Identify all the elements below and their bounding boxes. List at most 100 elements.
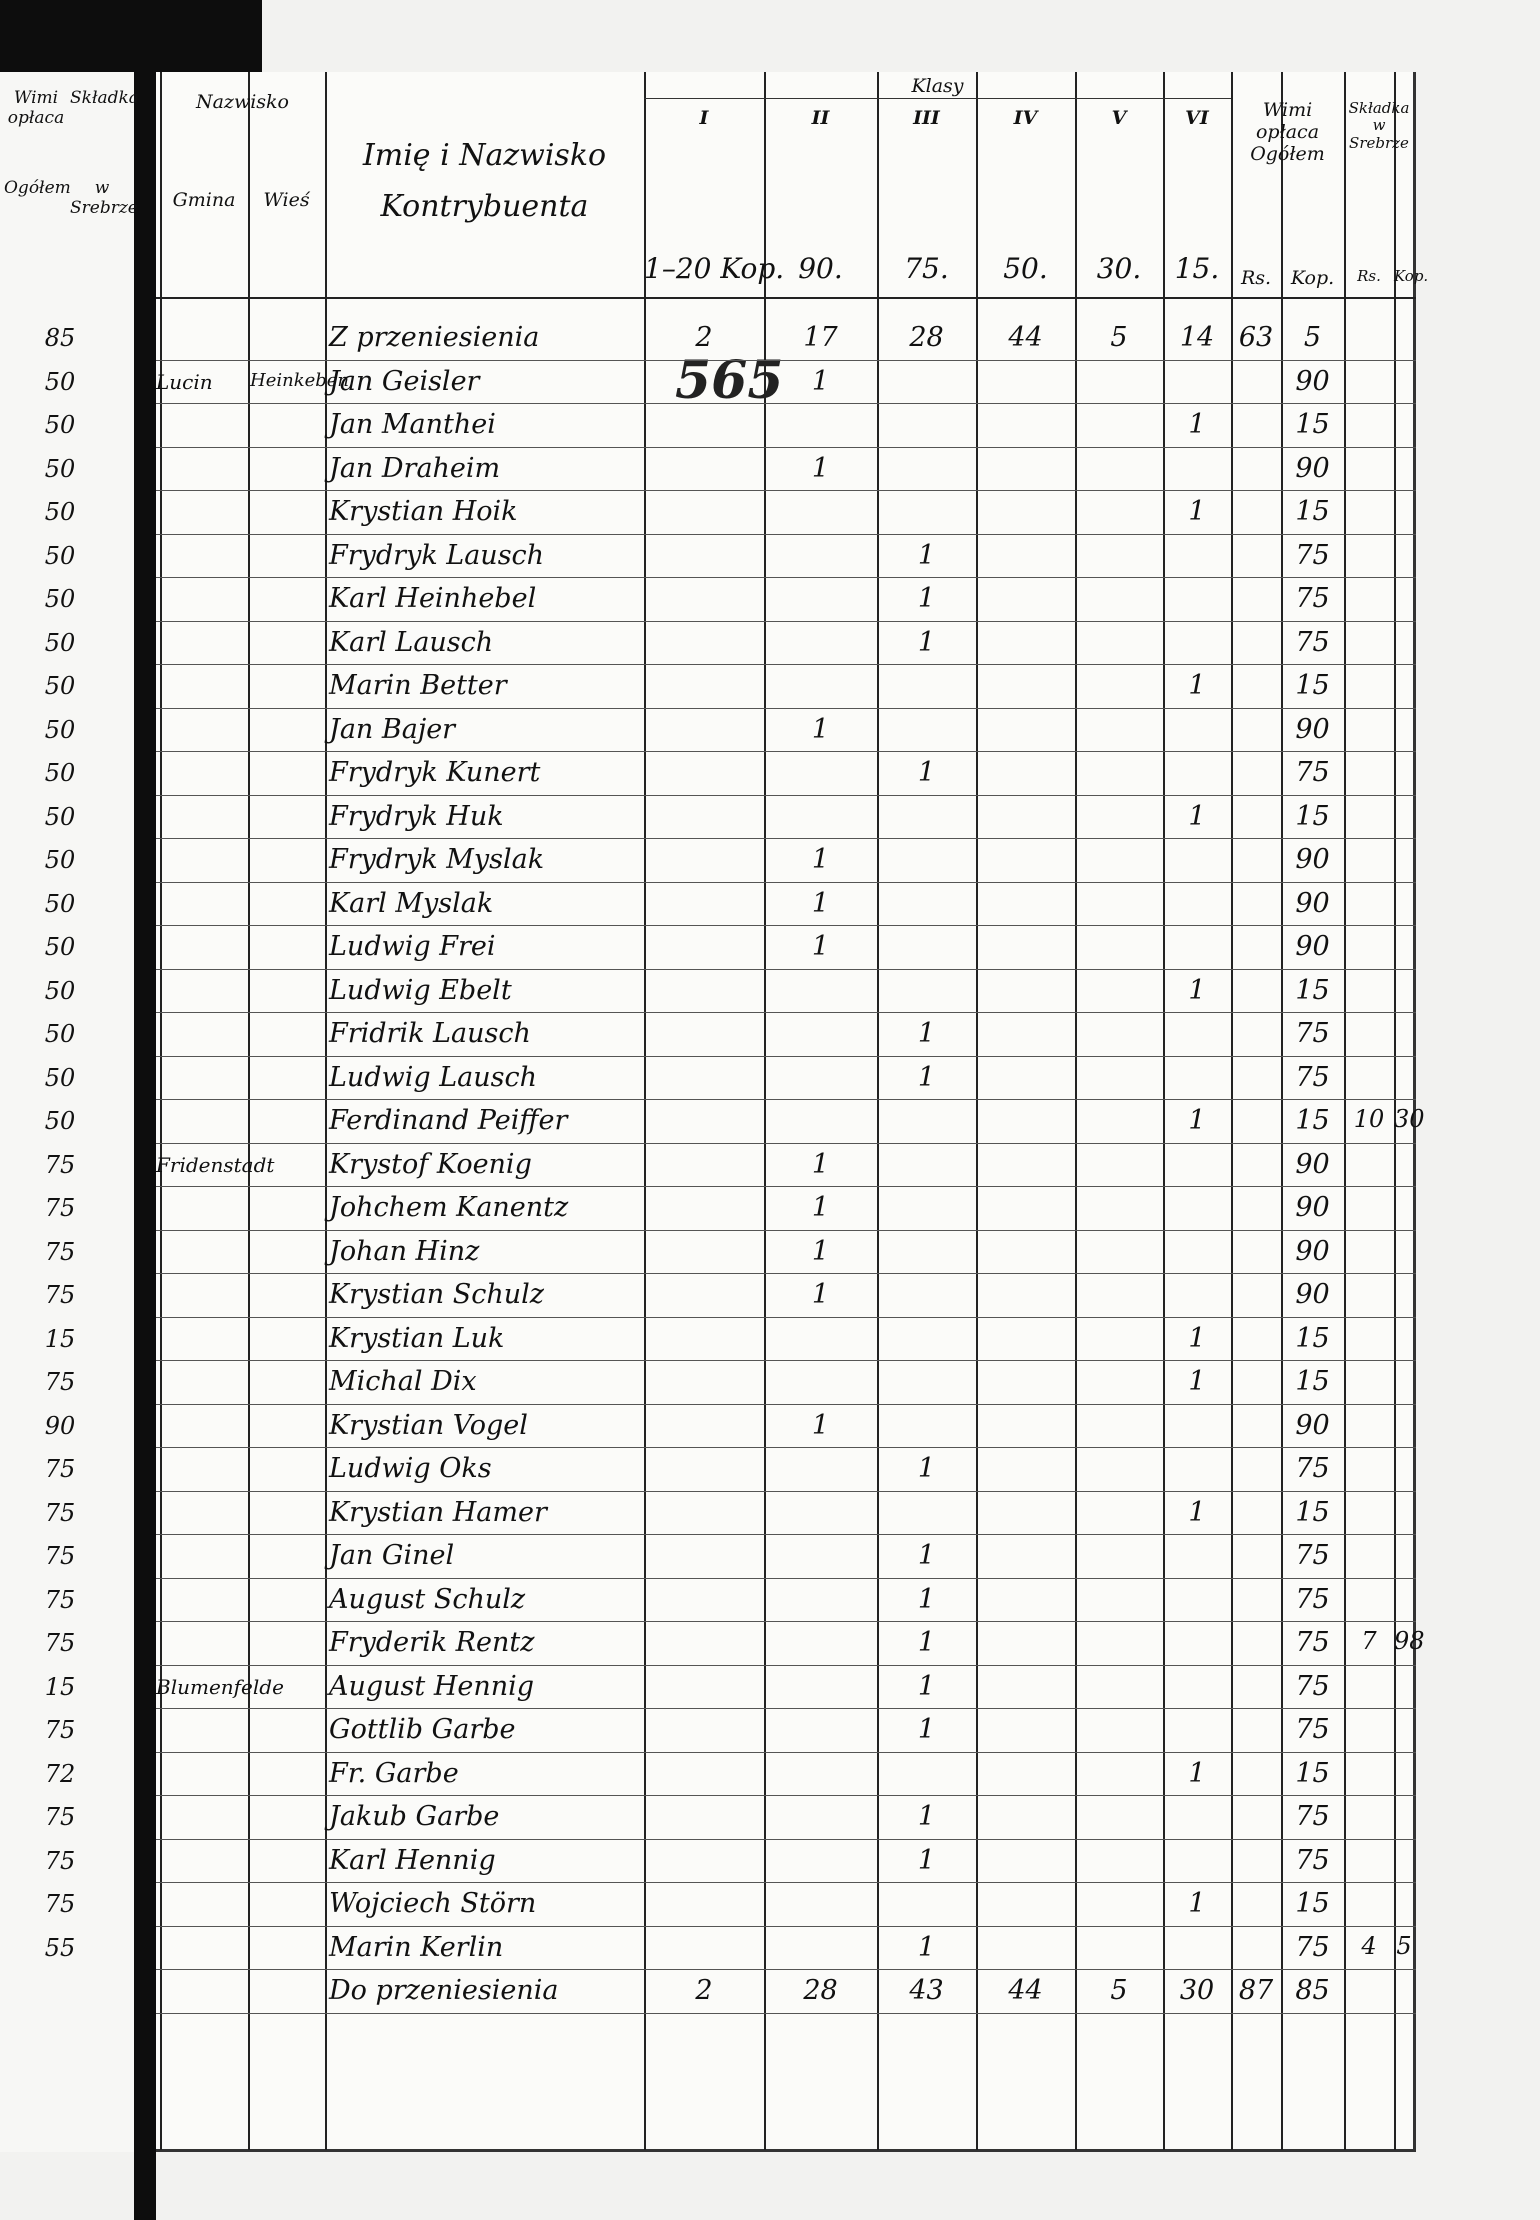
- class-count: 44: [1008, 322, 1043, 353]
- class-rate: 90.: [798, 252, 843, 285]
- row-rule: [156, 1838, 1416, 1840]
- contributor-name: Frydryk Lausch: [329, 539, 545, 571]
- column-rule: [1281, 72, 1283, 2150]
- skladka-kop: 30: [1394, 1105, 1425, 1133]
- column-rule: [160, 72, 162, 2150]
- class-count: 1: [1188, 1888, 1206, 1919]
- total-kop: 15: [1295, 1105, 1330, 1136]
- contributor-name: Jan Geisler: [329, 365, 480, 397]
- class-count: 1: [1188, 409, 1206, 440]
- skladka-rs: 4: [1361, 1931, 1377, 1960]
- row-rule: [156, 620, 1416, 622]
- total-kop: 90: [1295, 844, 1330, 875]
- class-count: 1: [917, 1670, 936, 1702]
- row-rule: [156, 1751, 1416, 1753]
- row-rule: [156, 1316, 1416, 1318]
- class-rate: 30.: [1096, 252, 1142, 285]
- skladka-unit: Rs.: [1357, 267, 1381, 285]
- total-kop: 75: [1295, 1670, 1330, 1702]
- contributor-name: Gottlib Garbe: [329, 1714, 516, 1745]
- left-header: Wimi opłaca: [7, 88, 65, 129]
- contributor-name: August Schulz: [329, 1583, 526, 1615]
- left-value: 50: [44, 846, 76, 874]
- row-rule: [156, 881, 1416, 883]
- total-kop: 75: [1295, 626, 1330, 658]
- class-label: V: [1111, 107, 1127, 129]
- header-name: Imię i Nazwisko Kontrybuenta: [362, 138, 607, 224]
- row-rule: [156, 1577, 1416, 1579]
- contributor-name: Karl Lausch: [329, 626, 494, 658]
- class-count: 14: [1179, 322, 1215, 353]
- left-value: 50: [44, 889, 76, 918]
- contributor-name: Jan Manthei: [329, 409, 496, 440]
- total-kop: 90: [1295, 887, 1330, 919]
- row-rule: [156, 968, 1416, 970]
- class-count: 1: [811, 1148, 830, 1180]
- skladka-rs: 7: [1361, 1627, 1377, 1655]
- class-label: IV: [1013, 107, 1038, 129]
- row-rule: [156, 2012, 1416, 2014]
- contributor-name: Karl Hennig: [329, 1844, 496, 1876]
- class-count: 1: [917, 583, 936, 614]
- class-count: 1: [917, 1453, 936, 1484]
- class-count: 1: [811, 1192, 830, 1223]
- contributor-name: Jan Draheim: [329, 452, 501, 484]
- total-kop: 5: [1303, 322, 1322, 353]
- class-count: 1: [811, 1409, 830, 1441]
- contributor-name: Ludwig Frei: [329, 931, 496, 962]
- total-kop: 75: [1295, 757, 1330, 788]
- total-kop: 15: [1295, 409, 1330, 440]
- left-value: 50: [44, 976, 76, 1005]
- contributor-name: Ludwig Oks: [329, 1453, 492, 1484]
- column-rule: [764, 72, 766, 2150]
- total-kop: 90: [1295, 1409, 1330, 1441]
- left-value: 75: [44, 1281, 76, 1309]
- class-count: 1: [917, 1018, 936, 1049]
- contributor-name: Jakub Garbe: [329, 1801, 500, 1832]
- contributor-name: Fr. Garbe: [329, 1757, 459, 1789]
- class-count: 1: [917, 626, 936, 658]
- class-count: 1: [811, 1235, 830, 1267]
- class-count: 1: [811, 452, 830, 484]
- total-kop: 90: [1295, 1235, 1330, 1267]
- contributor-name: Ludwig Ebelt: [329, 974, 512, 1006]
- contributor-name: Wojciech Störn: [329, 1888, 537, 1919]
- total-kop: 90: [1295, 1279, 1330, 1310]
- class-count: 1: [917, 1714, 936, 1745]
- left-value: 85: [44, 324, 76, 352]
- class-count: 1: [811, 887, 830, 919]
- contributor-name: Krystian Hoik: [329, 496, 518, 527]
- class-count: 1: [1188, 1322, 1206, 1354]
- contributor-name: August Hennig: [329, 1670, 535, 1702]
- class-label: III: [913, 107, 940, 129]
- class-count: 1: [917, 1540, 936, 1571]
- column-rule: [1231, 72, 1233, 2150]
- left-value: 50: [44, 802, 76, 831]
- total-kop: 90: [1295, 931, 1330, 962]
- left-value: 75: [44, 1455, 76, 1483]
- total-kop: 15: [1295, 1322, 1330, 1354]
- left-value: 75: [44, 1585, 76, 1614]
- contributor-name: Frydryk Myslak: [329, 844, 545, 875]
- class-count: 1: [917, 539, 936, 571]
- header-classes-title: Klasy: [644, 75, 1231, 99]
- class-label: I: [699, 107, 709, 129]
- class-count: 43: [909, 1975, 944, 2006]
- class-count: 1: [1188, 496, 1206, 527]
- class-count: 5: [1110, 1975, 1128, 2006]
- left-value: 50: [44, 759, 76, 787]
- total-kop: 75: [1295, 583, 1330, 614]
- class-count: 1: [917, 1931, 936, 1963]
- class-count: 1: [917, 1583, 936, 1615]
- left-value: 75: [44, 1237, 76, 1266]
- left-page-fragment: [0, 72, 134, 2152]
- row-rule: [156, 1925, 1416, 1927]
- left-value: 50: [44, 498, 76, 526]
- total-kop: 75: [1295, 1540, 1330, 1571]
- left-value: 75: [44, 1194, 76, 1222]
- total-kop: 75: [1295, 1801, 1330, 1832]
- class-count: 17: [803, 322, 838, 353]
- row-rule: [156, 1969, 1416, 1970]
- row-rule: [156, 446, 1416, 448]
- total-kop: 90: [1295, 365, 1330, 397]
